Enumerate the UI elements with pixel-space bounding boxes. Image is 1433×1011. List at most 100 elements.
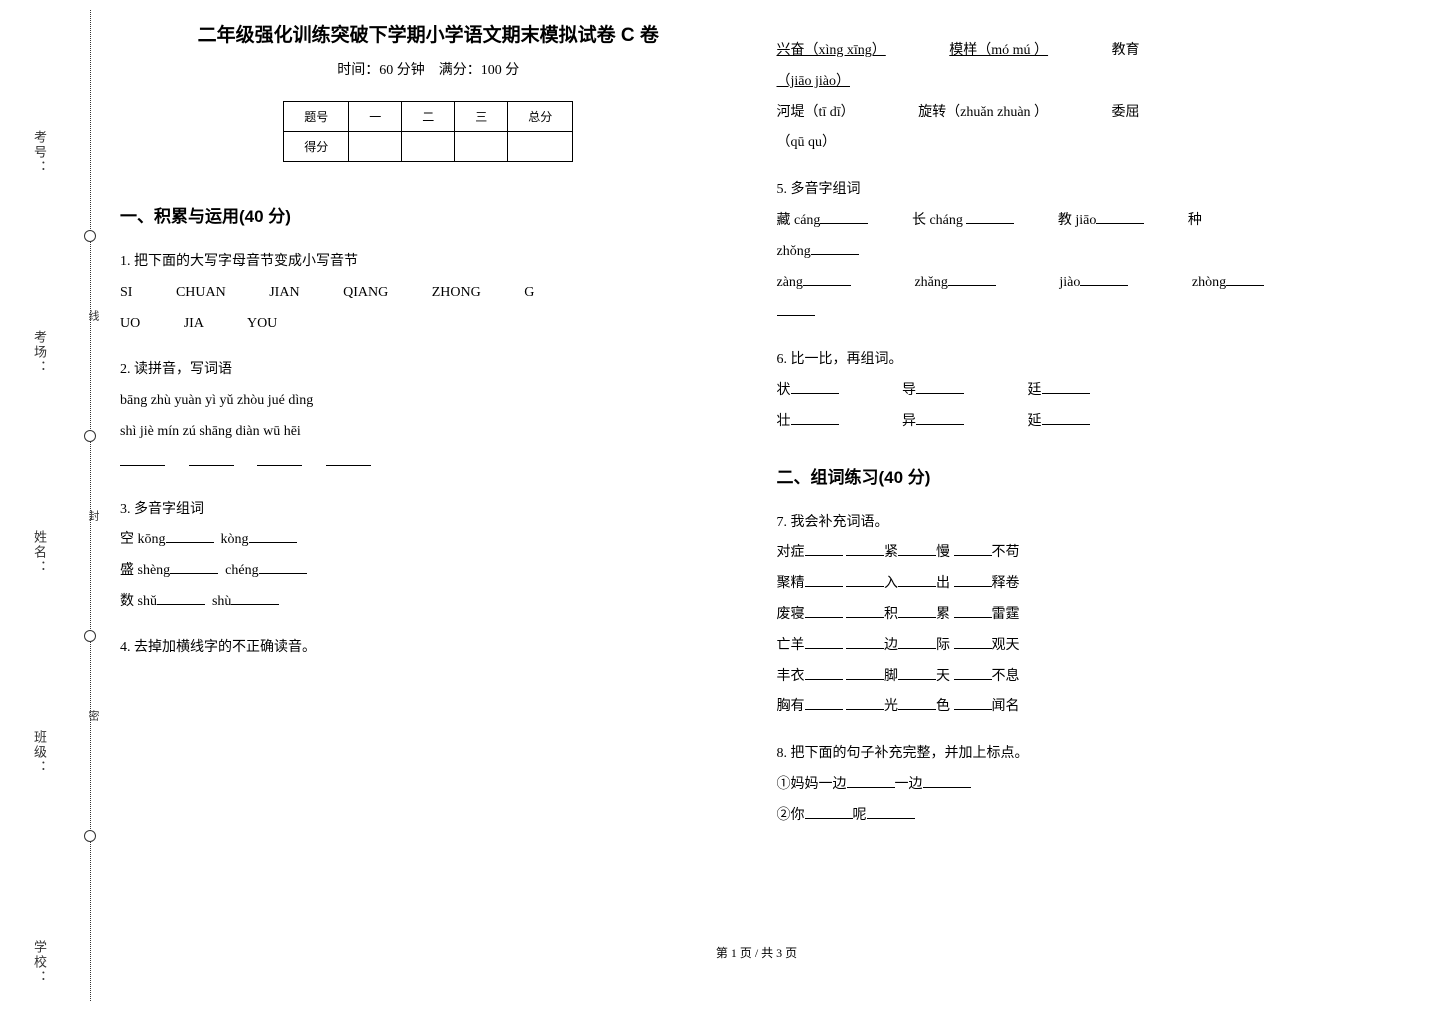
question-number: 7.	[777, 515, 791, 530]
score-table: 题号 一 二 三 总分 得分	[283, 101, 573, 162]
answer-blank	[166, 529, 214, 543]
page-content: 二年级强化训练突破下学期小学语文期末模拟试卷 C 卷 时间：60 分钟 满分：1…	[120, 20, 1393, 971]
score-cell	[349, 132, 402, 162]
compare-char: 导	[902, 383, 916, 398]
question-text: 多音字组词	[134, 502, 204, 517]
score-header: 二	[402, 102, 455, 132]
poly-pinyin: shèng	[138, 563, 171, 578]
poly-pinyin: zàng	[777, 275, 803, 290]
q4-item: 河堤（tī dī）	[777, 105, 855, 120]
sentence-part: 呢	[853, 808, 867, 823]
answer-blank	[954, 666, 992, 680]
answer-blank	[923, 774, 971, 788]
answer-blank	[898, 604, 936, 618]
idiom-part: 不息	[992, 669, 1020, 684]
question-number: 6.	[777, 352, 791, 367]
poly-char: 空	[120, 532, 134, 547]
idiom-part: 紧	[884, 545, 898, 560]
right-column: 兴奋（xìng xīng） 模样（mó mú ） 教育 （jiāo jiào） …	[777, 20, 1394, 848]
answer-blank	[805, 666, 843, 680]
compare-char: 状	[777, 383, 791, 398]
score-header: 题号	[284, 102, 349, 132]
answer-blank	[898, 542, 936, 556]
poly-pinyin: zhǎng	[914, 275, 947, 290]
answer-blank	[954, 604, 992, 618]
idiom-part: 边	[884, 638, 898, 653]
binding-margin: 考号： 考场： 姓名： 班级： 学校： 线 封 密	[0, 0, 120, 1011]
answer-blank	[846, 604, 884, 618]
answer-blank	[898, 635, 936, 649]
answer-blank	[954, 696, 992, 710]
sentence-part: ②你	[777, 808, 805, 823]
score-cell	[402, 132, 455, 162]
question-6: 6. 比一比，再组词。 状 导 廷 壮 异 延	[777, 345, 1394, 437]
poly-char: 数	[120, 594, 134, 609]
exam-subtitle: 时间：60 分钟 满分：100 分	[120, 59, 737, 79]
answer-blank	[846, 666, 884, 680]
answer-blank	[846, 696, 884, 710]
question-8: 8. 把下面的句子补充完整，并加上标点。 ①妈妈一边一边 ②你呢	[777, 739, 1394, 831]
answer-blank	[1042, 411, 1090, 425]
idiom-part: 丰衣	[777, 669, 805, 684]
exam-title: 二年级强化训练突破下学期小学语文期末模拟试卷 C 卷	[120, 20, 737, 47]
answer-blank	[157, 591, 205, 605]
idiom-part: 积	[884, 607, 898, 622]
pinyin-item: ZHONG	[432, 285, 481, 300]
poly-pinyin: jiào	[1059, 275, 1080, 290]
section-header: 二、组词练习(40 分)	[777, 463, 1394, 488]
poly-pinyin: shǔ	[138, 594, 157, 609]
binding-label: 学校：	[30, 940, 49, 985]
answer-blank	[846, 635, 884, 649]
idiom-part: 际	[936, 638, 950, 653]
answer-blank	[898, 666, 936, 680]
sentence-part: 一边	[895, 777, 923, 792]
answer-blank	[1042, 380, 1090, 394]
pinyin-item: YOU	[247, 316, 277, 331]
question-5: 5. 多音字组词 藏 cáng 长 cháng 教 jiāo 种 zhǒng z…	[777, 175, 1394, 329]
answer-blank	[805, 696, 843, 710]
pinyin-item: UO	[120, 316, 140, 331]
binding-seal-char: 密	[85, 710, 101, 729]
question-number: 5.	[777, 182, 791, 197]
answer-blank	[803, 272, 851, 286]
answer-blank	[805, 573, 843, 587]
answer-blank	[805, 604, 843, 618]
section-header: 一、积累与运用(40 分)	[120, 202, 737, 227]
binding-circle	[84, 630, 96, 642]
idiom-part: 不苟	[992, 545, 1020, 560]
answer-blank	[1080, 272, 1128, 286]
idiom-part: 出	[936, 576, 950, 591]
binding-label: 考场：	[30, 330, 49, 375]
binding-circle	[84, 430, 96, 442]
binding-dotted-line	[90, 10, 91, 1001]
q4-item: 兴奋（xìng xīng）	[777, 43, 886, 58]
answer-blank	[1096, 210, 1144, 224]
question-text: 去掉加横线字的不正确读音。	[134, 640, 316, 655]
left-column: 二年级强化训练突破下学期小学语文期末模拟试卷 C 卷 时间：60 分钟 满分：1…	[120, 20, 737, 848]
binding-label: 考号：	[30, 130, 49, 175]
answer-blank	[805, 635, 843, 649]
question-4-continued: 兴奋（xìng xīng） 模样（mó mú ） 教育 （jiāo jiào） …	[777, 36, 1394, 159]
table-row: 得分	[284, 132, 573, 162]
page-footer: 第 1 页 / 共 3 页	[120, 944, 1393, 961]
answer-blank	[867, 805, 915, 819]
idiom-row: 聚精 入出 释卷	[777, 569, 1394, 600]
score-header: 总分	[508, 102, 573, 132]
q4-item: （qū qu）	[777, 135, 837, 150]
idiom-part: 聚精	[777, 576, 805, 591]
compare-char: 异	[902, 414, 916, 429]
answer-blank	[846, 573, 884, 587]
idiom-part: 脚	[884, 669, 898, 684]
q4-item: 委屈	[1112, 105, 1140, 120]
answer-blank	[898, 573, 936, 587]
idiom-part: 慢	[936, 545, 950, 560]
full-score: 满分：100 分	[439, 63, 520, 78]
binding-seal-char: 线	[85, 310, 101, 329]
answer-blank	[257, 452, 302, 466]
idiom-row: 丰衣 脚天 不息	[777, 662, 1394, 693]
binding-seal-char: 封	[85, 510, 101, 529]
idiom-part: 入	[884, 576, 898, 591]
poly-pinyin: chéng	[225, 563, 258, 578]
answer-blank	[820, 210, 868, 224]
idiom-row: 胸有 光色 闻名	[777, 692, 1394, 723]
